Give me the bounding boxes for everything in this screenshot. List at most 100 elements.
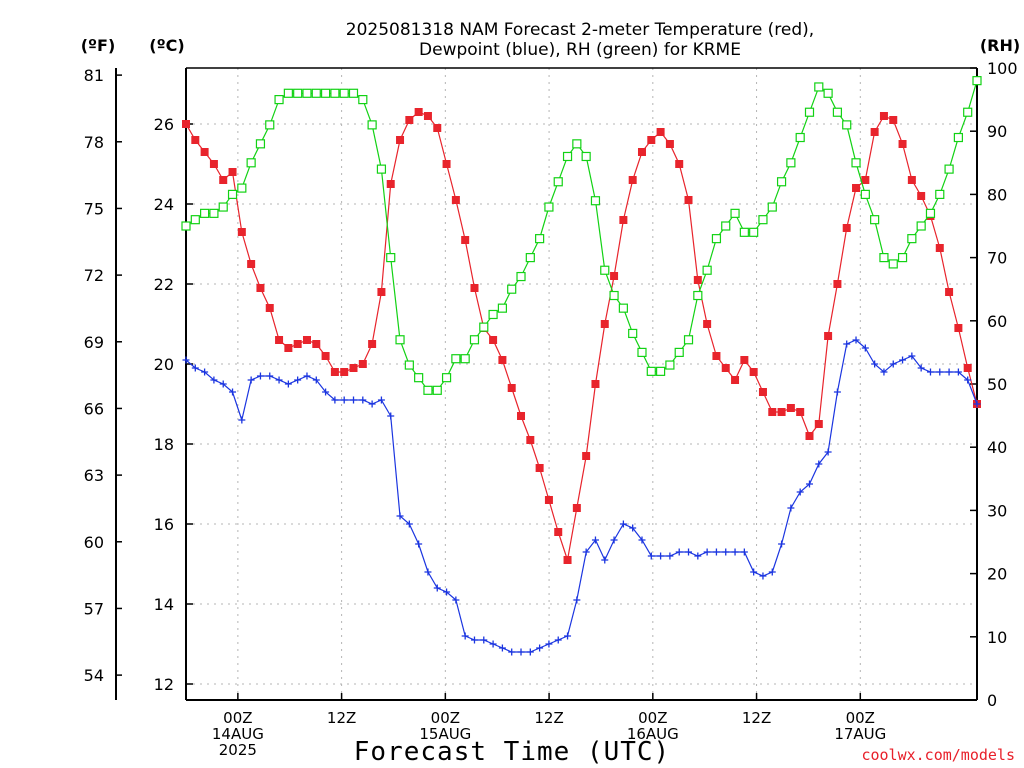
temperature-point	[824, 332, 833, 340]
rh-point	[916, 221, 926, 231]
fahrenheit-tick-label: 69	[84, 333, 104, 352]
rh-point	[776, 177, 787, 187]
rh-point	[683, 335, 694, 345]
rh-point	[404, 360, 414, 370]
temperature-point	[563, 556, 572, 564]
rh-point	[535, 234, 545, 244]
dewpoint-point	[526, 648, 534, 656]
x-tick-label: 00Z	[846, 709, 875, 727]
temperature-point	[572, 504, 581, 512]
rh-point	[572, 139, 582, 149]
rh-point	[469, 335, 480, 345]
temperature-point	[544, 496, 553, 504]
dewpoint-point	[312, 376, 320, 384]
series-layer	[181, 76, 982, 656]
dewpoint-point	[899, 356, 907, 364]
temperature-point	[414, 108, 423, 116]
dewpoint-point	[182, 356, 190, 364]
temperature-point	[219, 176, 228, 184]
temperature-point	[182, 120, 190, 128]
rh-point	[200, 208, 210, 218]
dewpoint-point	[229, 388, 237, 396]
rh-point	[358, 94, 368, 105]
temperature-point	[489, 336, 498, 344]
rh-point	[423, 385, 433, 395]
rh-point	[516, 271, 526, 282]
rh-point	[451, 354, 461, 364]
series-rh	[181, 76, 982, 395]
rh-point	[190, 215, 200, 225]
temperature-point	[740, 356, 749, 364]
rh-point	[665, 360, 675, 370]
x-tick-label: 14AUG	[212, 725, 264, 743]
dewpoint-point	[210, 376, 218, 384]
rh-point	[711, 234, 722, 244]
rh-point	[330, 88, 340, 98]
temperature-point	[805, 432, 814, 440]
rh-tick-label: 40	[987, 438, 1007, 457]
dewpoint-point	[666, 552, 674, 560]
temperature-point	[507, 384, 516, 392]
rh-point	[814, 82, 824, 92]
dewpoint-point	[889, 360, 897, 368]
rh-point	[702, 265, 712, 275]
rh-point	[972, 76, 982, 86]
rh-point	[879, 253, 889, 263]
fahrenheit-tick-label: 54	[84, 666, 104, 685]
temperature-point	[386, 180, 395, 188]
rh-point	[674, 347, 684, 357]
temperature-point	[610, 272, 619, 280]
temperature-point	[963, 364, 972, 372]
temperature-point	[321, 352, 330, 360]
temperature-point	[935, 244, 944, 252]
dewpoint-point	[768, 568, 776, 576]
celsius-unit-label: (ºC)	[149, 36, 184, 55]
temperature-point	[517, 412, 526, 420]
temperature-point	[833, 280, 842, 288]
temperature-point	[275, 336, 284, 344]
dewpoint-point	[443, 588, 451, 596]
rh-point	[851, 158, 861, 168]
rh-point	[804, 107, 815, 117]
chart-title-line-2: Dewpoint (blue), RH (green) for KRME	[419, 40, 741, 60]
rh-tick-label: 90	[987, 122, 1007, 141]
rh-point	[897, 253, 908, 263]
dewpoint-point	[452, 596, 460, 604]
dewpoint-point	[657, 552, 665, 560]
x-tick-label: 12Z	[534, 709, 563, 727]
dewpoint-point	[387, 412, 395, 420]
dewpoint-point	[917, 364, 925, 372]
dewpoint-point	[647, 552, 655, 560]
dewpoint-point	[266, 372, 274, 380]
temperature-point	[703, 320, 712, 328]
rh-point	[395, 335, 405, 345]
x-tick-label: 16AUG	[627, 725, 679, 743]
dewpoint-point	[908, 352, 916, 360]
rh-point	[600, 265, 610, 275]
dewpoint-point	[638, 536, 646, 544]
rh-tick-label: 0	[987, 691, 997, 710]
temperature-point	[423, 112, 432, 120]
rh-point	[339, 88, 349, 98]
dewpoint-point	[564, 632, 572, 640]
series-temperature	[182, 108, 981, 564]
temperature-point	[619, 216, 628, 224]
temperature-point	[796, 408, 805, 416]
temperature-point	[917, 192, 926, 200]
temperature-point	[302, 336, 311, 344]
temperature-point	[907, 176, 916, 184]
rh-point	[414, 373, 424, 383]
dewpoint-point	[731, 548, 739, 556]
dewpoint-point	[461, 632, 469, 640]
rh-point	[432, 385, 442, 395]
temperature-point	[265, 304, 274, 312]
dewpoint-point	[322, 388, 330, 396]
temperature-point	[945, 288, 954, 296]
dewpoint-point	[368, 400, 376, 408]
dewpoint-point	[340, 396, 348, 404]
dewpoint-point	[675, 548, 683, 556]
dewpoint-point	[815, 460, 823, 468]
dewpoint-point	[722, 548, 730, 556]
dewpoint-point	[591, 536, 599, 544]
